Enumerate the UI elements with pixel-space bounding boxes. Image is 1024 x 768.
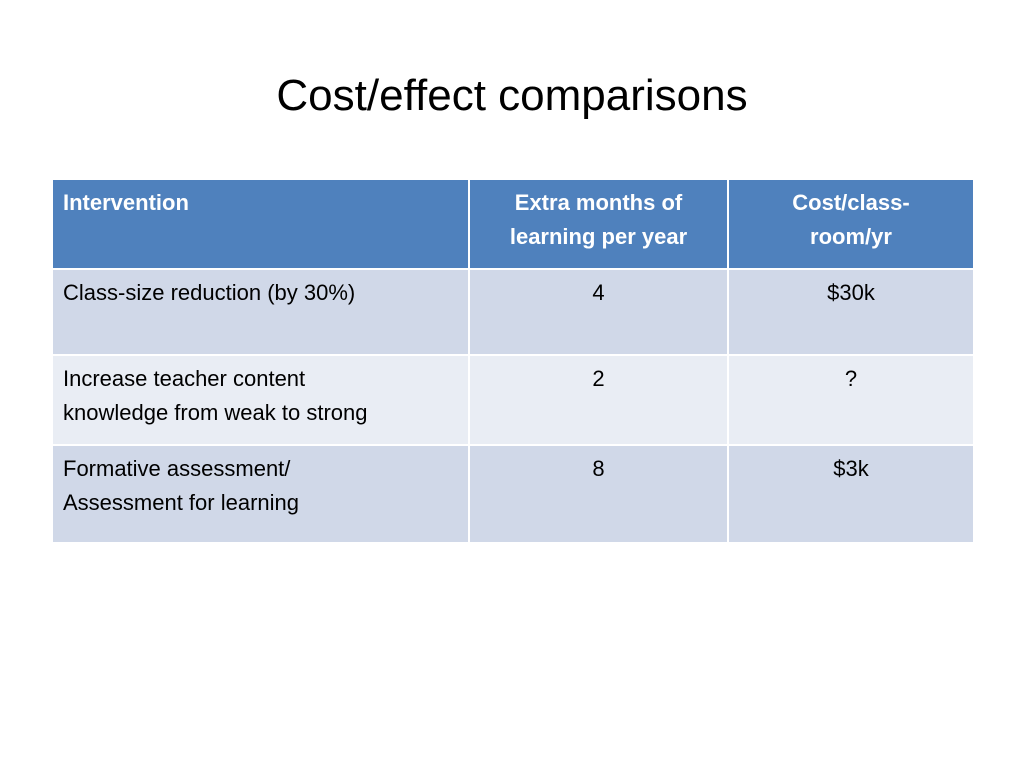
header-extra-months: Extra months of learning per year [468,178,729,270]
cell-months: 4 [468,268,729,356]
intervention-text-line1: Formative assessment/ [63,456,291,481]
header-cost-line1: Cost/class- [792,190,910,215]
cell-months: 8 [468,444,729,544]
table-row: Class-size reduction (by 30%) 4 $30k [51,268,975,356]
intervention-text-line2: knowledge from weak to strong [63,400,368,425]
cell-intervention: Increase teacher content knowledge from … [51,354,470,446]
cell-intervention: Formative assessment/ Assessment for lea… [51,444,470,544]
cell-months: 2 [468,354,729,446]
header-intervention-label: Intervention [63,190,189,215]
table-header-row: Intervention Extra months of learning pe… [51,178,975,270]
header-extra-months-line1: Extra months of [514,190,683,215]
slide-title: Cost/effect comparisons [276,71,748,120]
intervention-text-line1: Increase teacher content [63,366,306,391]
header-intervention: Intervention [51,178,470,270]
cell-cost: $30k [727,268,975,356]
cell-intervention: Class-size reduction (by 30%) [51,268,470,356]
table-row: Formative assessment/ Assessment for lea… [51,444,975,544]
intervention-text: Class-size reduction (by 30%) [63,280,356,305]
intervention-text-line2: Assessment for learning [63,490,299,515]
header-cost-line2: room/yr [810,224,892,249]
table-row: Increase teacher content knowledge from … [51,354,975,446]
cell-cost: $3k [727,444,975,544]
header-extra-months-line2: learning per year [509,224,688,249]
header-cost: Cost/class- room/yr [727,178,975,270]
comparison-table: Intervention Extra months of learning pe… [51,178,975,544]
cell-cost: ? [727,354,975,446]
